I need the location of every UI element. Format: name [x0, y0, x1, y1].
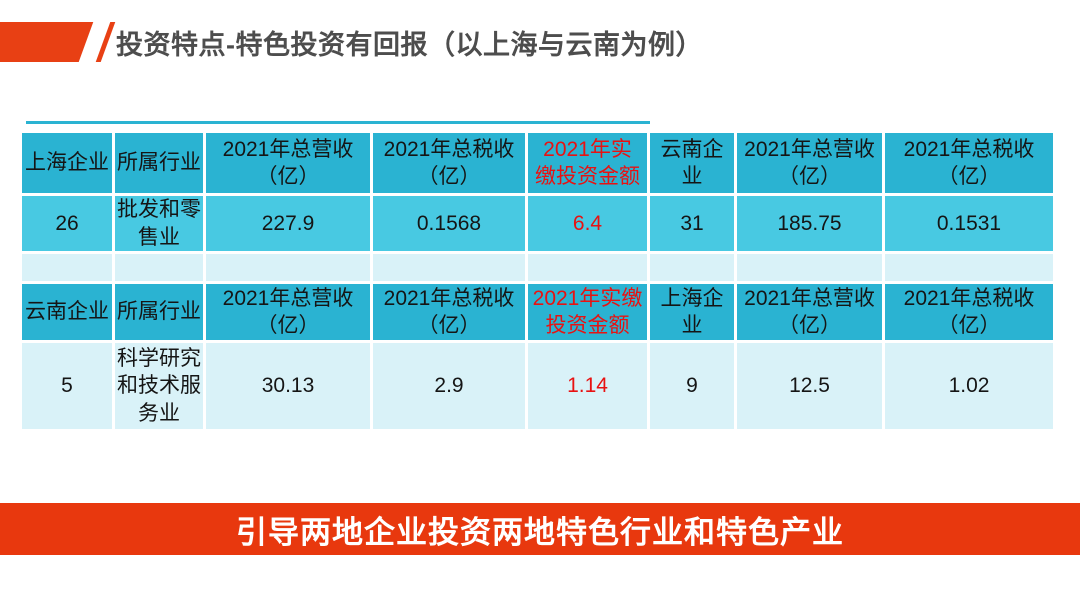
t2-header-revenue: 2021年总营收 （亿） [206, 284, 370, 340]
spacer-cell [737, 254, 882, 281]
t1-header-revenue: 2021年总营收 （亿） [206, 133, 370, 193]
t1-cell-invested-amount: 6.4 [528, 196, 647, 251]
t1-cell-company-count-2: 31 [650, 196, 734, 251]
t2-header-industry: 所属行业 [115, 284, 203, 340]
t2-cell-tax: 2.9 [373, 343, 525, 429]
t1-header-shanghai-companies: 上海企业 [22, 133, 112, 193]
comparison-tables: 上海企业 所属行业 2021年总营收 （亿） 2021年总税收 （亿） 2021… [22, 133, 1053, 429]
t2-cell-invested-amount: 1.14 [528, 343, 647, 429]
spacer-cell [115, 254, 203, 281]
t1-cell-revenue: 227.9 [206, 196, 370, 251]
t2-header-tax: 2021年总税收 （亿） [373, 284, 525, 340]
t2-header-revenue-2: 2021年总营收 （亿） [737, 284, 882, 340]
title-accent-strip [95, 22, 116, 62]
t2-header-invested-amount: 2021年实缴 投资金额 [528, 284, 647, 340]
spacer-cell [373, 254, 525, 281]
banner-text: 引导两地企业投资两地特色行业和特色产业 [236, 514, 844, 550]
page-title: 投资特点-特色投资有回报（以上海与云南为例） [116, 29, 703, 60]
t2-cell-revenue: 30.13 [206, 343, 370, 429]
bottom-banner: 引导两地企业投资两地特色行业和特色产业 [0, 503, 1080, 555]
t2-header-tax-2: 2021年总税收 （亿） [885, 284, 1053, 340]
t1-cell-company-count: 26 [22, 196, 112, 251]
t1-cell-tax: 0.1568 [373, 196, 525, 251]
spacer-cell [885, 254, 1053, 281]
t1-header-invested-amount: 2021年实 缴投资金额 [528, 133, 647, 193]
spacer-cell [528, 254, 647, 281]
t2-cell-tax-2: 1.02 [885, 343, 1053, 429]
title-accent-shape [0, 22, 94, 62]
t2-header-yunnan-companies: 云南企业 [22, 284, 112, 340]
table-top-strip [26, 121, 650, 124]
t2-cell-company-count-2: 9 [650, 343, 734, 429]
spacer-cell [650, 254, 734, 281]
t1-cell-revenue-2: 185.75 [737, 196, 882, 251]
t1-header-revenue-2: 2021年总营收 （亿） [737, 133, 882, 193]
t2-header-shanghai-companies: 上海企 业 [650, 284, 734, 340]
t1-cell-industry: 批发和零 售业 [115, 196, 203, 251]
t1-header-tax: 2021年总税收 （亿） [373, 133, 525, 193]
spacer-cell [22, 254, 112, 281]
t2-cell-revenue-2: 12.5 [737, 343, 882, 429]
t1-header-yunnan-companies: 云南企 业 [650, 133, 734, 193]
t1-cell-tax-2: 0.1531 [885, 196, 1053, 251]
t2-cell-company-count: 5 [22, 343, 112, 429]
t1-header-industry: 所属行业 [115, 133, 203, 193]
t2-cell-industry: 科学研究 和技术服 务业 [115, 343, 203, 429]
spacer-cell [206, 254, 370, 281]
t1-header-tax-2: 2021年总税收 （亿） [885, 133, 1053, 193]
